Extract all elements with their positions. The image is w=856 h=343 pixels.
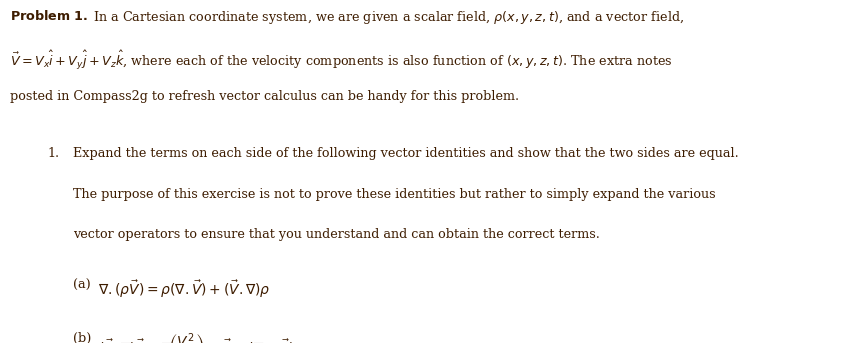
Text: Expand the terms on each side of the following vector identities and show that t: Expand the terms on each side of the fol… bbox=[73, 147, 739, 160]
Text: $\vec{V}=V_x\hat{i}+V_y\hat{j}+V_z\hat{k}$, where each of the velocity component: $\vec{V}=V_x\hat{i}+V_y\hat{j}+V_z\hat{k… bbox=[10, 49, 673, 72]
Text: (a): (a) bbox=[73, 279, 91, 292]
Text: posted in Compass2g to refresh vector calculus can be handy for this problem.: posted in Compass2g to refresh vector ca… bbox=[10, 90, 520, 103]
Text: $\nabla.(\rho\vec{V})=\rho(\nabla.\vec{V})+(\vec{V}.\nabla)\rho$: $\nabla.(\rho\vec{V})=\rho(\nabla.\vec{V… bbox=[98, 279, 271, 300]
Text: In a Cartesian coordinate system, we are given a scalar field, $\rho(x,y,z,t)$, : In a Cartesian coordinate system, we are… bbox=[89, 9, 684, 26]
Text: The purpose of this exercise is not to prove these identities but rather to simp: The purpose of this exercise is not to p… bbox=[73, 188, 716, 201]
Text: $(\vec{V}.\nabla)\vec{V}=\nabla\!\left(\dfrac{V^2}{2}\right)-\vec{V}\times(\nabl: $(\vec{V}.\nabla)\vec{V}=\nabla\!\left(\… bbox=[98, 331, 295, 343]
Text: vector operators to ensure that you understand and can obtain the correct terms.: vector operators to ensure that you unde… bbox=[73, 228, 600, 241]
Text: 1.: 1. bbox=[47, 147, 59, 160]
Text: (b): (b) bbox=[73, 331, 91, 343]
Text: $\mathbf{Problem\ 1.}$: $\mathbf{Problem\ 1.}$ bbox=[10, 9, 89, 23]
